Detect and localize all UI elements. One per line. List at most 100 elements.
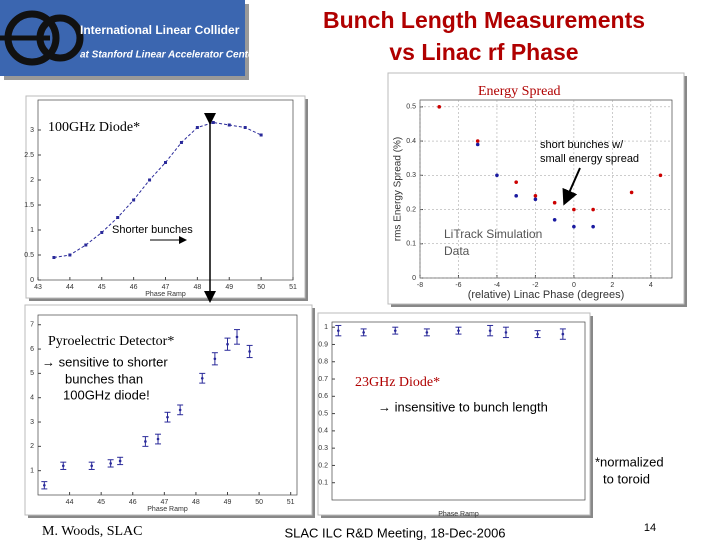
data-point: [100, 231, 104, 234]
data-point: [536, 332, 539, 336]
chart-title: Pyroelectric Detector*: [48, 334, 174, 349]
x-tick-label: 45: [97, 499, 105, 506]
x-tick-label: 46: [130, 284, 138, 291]
data-line: [53, 121, 262, 258]
y-tick-label: 0.3: [406, 172, 416, 179]
footer-author: M. Woods, SLAC: [42, 524, 143, 539]
y-tick-label: 0.5: [406, 104, 416, 111]
y-tick-label: 0.4: [318, 428, 328, 435]
chart-title: 100GHz Diode*: [48, 120, 140, 135]
logo-text: at Stanford Linear Accelerator Center: [80, 50, 259, 61]
y-tick-label: 1: [30, 468, 34, 475]
x-tick-label: 49: [224, 499, 232, 506]
page-number: 14: [644, 522, 656, 534]
y-tick-label: 0.6: [318, 393, 328, 400]
data-point: [514, 180, 518, 184]
data-point: [90, 464, 93, 468]
y-tick-label: 0.5: [24, 252, 34, 259]
annotation: short bunches w/: [540, 139, 624, 151]
data-point: [200, 376, 204, 380]
data-point: [552, 218, 557, 222]
data-point: [68, 253, 72, 257]
data-point: [495, 173, 499, 178]
x-tick-label: 48: [192, 499, 200, 506]
x-tick-label: 2: [610, 282, 614, 289]
chart-frame: [387, 72, 685, 305]
data-point: [179, 141, 183, 144]
data-point: [156, 437, 160, 441]
y-tick-label: 0.2: [406, 206, 416, 213]
slide-title: Bunch Length Measurements: [323, 7, 645, 33]
x-tick-label: -4: [494, 282, 500, 289]
data-point: [514, 194, 518, 198]
annotation: → sensitive to shorter: [42, 354, 168, 369]
annotation: *normalized: [595, 454, 664, 469]
x-tick-label: -6: [455, 282, 461, 289]
y-tick-label: 2: [30, 443, 34, 450]
x-tick-label: 51: [287, 499, 295, 506]
annotation: LiTrack Simulation: [444, 227, 542, 241]
y-tick-label: 0.9: [318, 341, 328, 348]
data-point: [552, 200, 557, 205]
data-point: [116, 216, 120, 219]
data-point: [148, 178, 152, 182]
data-point: [475, 142, 480, 147]
annotation: bunches than: [65, 371, 143, 386]
annotation: Data: [444, 244, 470, 258]
y-tick-label: 0.7: [318, 376, 328, 383]
data-point: [504, 331, 508, 334]
y-tick-label: 1: [324, 324, 328, 331]
slide-title: vs Linac rf Phase: [389, 39, 578, 65]
y-tick-label: 0.1: [406, 241, 416, 248]
chart-frame: [25, 95, 306, 299]
x-tick-label: 51: [289, 284, 297, 291]
data-point: [144, 440, 147, 443]
data-point: [437, 105, 442, 109]
data-point: [166, 415, 169, 419]
data-point: [337, 329, 340, 332]
chart-frame: [24, 304, 313, 516]
y-tick-label: 7: [30, 322, 34, 329]
x-tick-label: 44: [66, 499, 74, 506]
x-tick-label: 48: [193, 284, 201, 291]
data-point: [227, 123, 231, 127]
x-tick-label: -2: [532, 282, 538, 289]
chart-title: 23GHz Diode*: [355, 375, 440, 390]
data-point: [211, 121, 215, 124]
x-tick-label: 47: [160, 499, 168, 506]
y-tick-label: 2.5: [24, 152, 34, 159]
data-point: [195, 126, 199, 129]
data-point: [243, 126, 247, 129]
y-tick-label: 0.5: [318, 410, 328, 417]
annotation: to toroid: [603, 471, 650, 486]
data-point: [259, 133, 263, 137]
data-point: [362, 331, 365, 334]
x-tick-label: 44: [66, 284, 74, 291]
y-tick-label: 0.8: [318, 359, 328, 366]
x-tick-label: 47: [162, 284, 170, 291]
y-tick-label: 0.4: [406, 138, 416, 145]
data-point: [235, 335, 239, 339]
data-point: [572, 207, 576, 212]
x-axis-label: (relative) Linac Phase (degrees): [468, 289, 625, 301]
data-point: [248, 350, 251, 353]
logo-text: International Linear Collider: [80, 23, 240, 37]
y-axis-label: rms Energy Spread (%): [393, 137, 404, 241]
x-tick-label: 43: [34, 284, 42, 291]
x-tick-label: 0: [572, 282, 576, 289]
data-point: [178, 408, 182, 412]
data-point: [109, 462, 112, 465]
x-tick-label: 46: [129, 499, 137, 506]
data-point: [629, 190, 634, 195]
annotation: → insensitive to bunch length: [378, 399, 548, 414]
plot-area: [37, 314, 298, 496]
data-point: [457, 329, 460, 332]
y-tick-label: 0.1: [318, 480, 328, 487]
data-point: [84, 243, 88, 247]
data-point: [61, 464, 65, 468]
data-point: [572, 224, 576, 229]
x-tick-label: 50: [255, 499, 263, 506]
